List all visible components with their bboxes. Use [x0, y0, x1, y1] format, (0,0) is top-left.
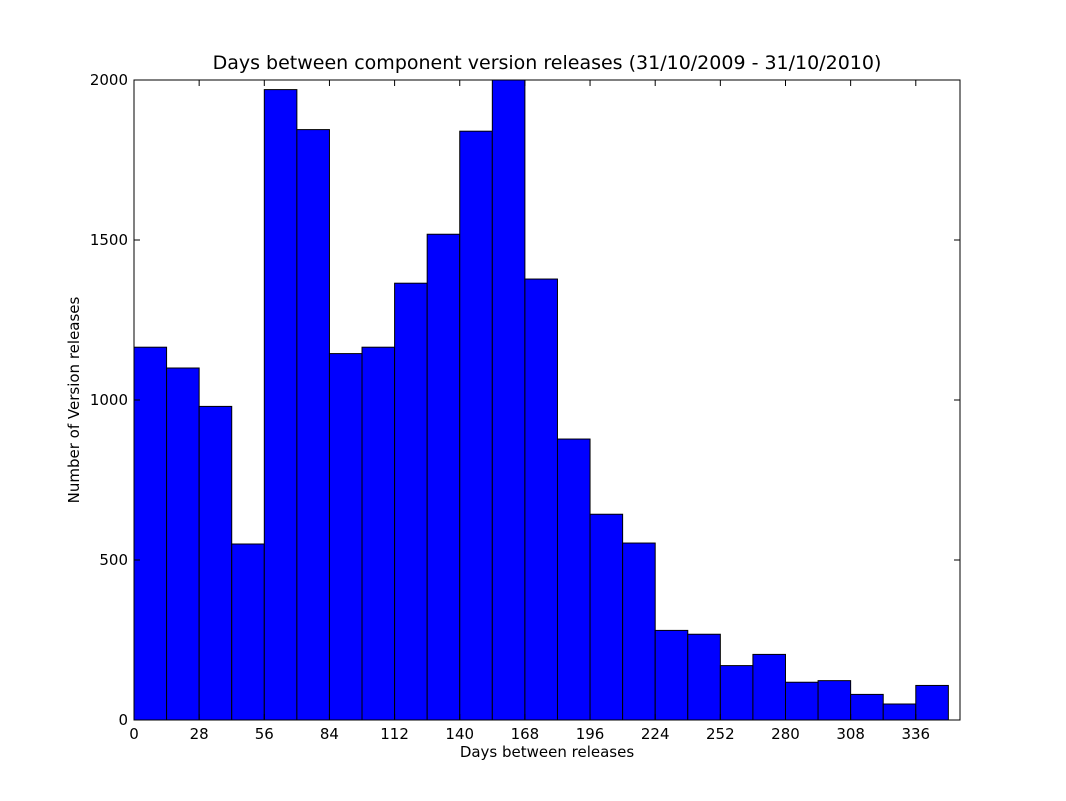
- histogram-bar: [166, 367, 200, 721]
- x-tick-label: 308: [836, 725, 865, 743]
- histogram-bar: [296, 129, 330, 721]
- x-tick-label: 0: [129, 725, 139, 743]
- x-tick-label: 336: [901, 725, 930, 743]
- histogram-bar: [622, 542, 656, 721]
- histogram-bar: [198, 405, 233, 721]
- histogram-bar: [231, 543, 265, 721]
- histogram-bar: [752, 653, 786, 721]
- y-axis-label: Number of Version releases: [65, 296, 83, 503]
- histogram-bar: [915, 684, 949, 721]
- x-axis-label: Days between releases: [460, 743, 635, 761]
- histogram-bar: [719, 665, 754, 721]
- histogram-bar: [328, 353, 363, 721]
- histogram-bar: [687, 633, 721, 721]
- histogram-bar: [817, 680, 852, 721]
- tick-labels-group: 0 28 56 84 112 140 168 196 224 252 280 308 336 0 500 10…: [90, 71, 930, 743]
- x-tick-label: 56: [255, 725, 274, 743]
- histogram-bar: [361, 346, 396, 721]
- x-tick-label: 28: [190, 725, 209, 743]
- y-tick-label: 2000: [90, 71, 128, 89]
- histogram-bar: [263, 89, 298, 721]
- x-tick-label: 112: [380, 725, 409, 743]
- histogram-bar: [133, 346, 168, 721]
- histogram-bar: [654, 629, 689, 721]
- histogram-bar: [882, 703, 917, 721]
- chart-title: Days between component version releases …: [213, 52, 882, 74]
- bars-group: [133, 79, 949, 721]
- histogram-bar: [784, 681, 819, 721]
- x-tick-label: 140: [445, 725, 474, 743]
- histogram-bar: [459, 130, 493, 721]
- y-tick-label: 500: [99, 551, 128, 569]
- x-tick-label: 196: [576, 725, 605, 743]
- histogram-bar: [524, 278, 558, 721]
- histogram-bar: [426, 233, 461, 721]
- histogram-bar: [589, 513, 624, 721]
- ticks-group: [133, 79, 960, 721]
- x-tick-label: 280: [771, 725, 800, 743]
- x-tick-label: 84: [320, 725, 339, 743]
- y-tick-label: 1000: [90, 391, 128, 409]
- x-tick-label: 224: [641, 725, 670, 743]
- histogram-bar: [394, 282, 428, 721]
- histogram-bar: [491, 79, 526, 721]
- x-tick-label: 168: [511, 725, 540, 743]
- y-tick-label: 1500: [90, 231, 128, 249]
- histogram-bar: [850, 693, 884, 721]
- y-tick-label: 0: [118, 711, 128, 729]
- x-tick-label: 252: [706, 725, 735, 743]
- histogram-bar: [556, 438, 591, 721]
